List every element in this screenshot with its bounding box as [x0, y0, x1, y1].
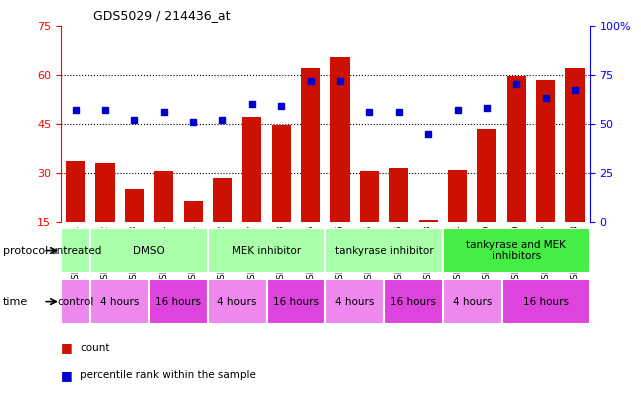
Bar: [448, 170, 467, 222]
Text: GSM1340523: GSM1340523: [130, 224, 139, 285]
Bar: [183, 201, 203, 222]
Text: GSM1340521: GSM1340521: [71, 224, 80, 285]
Bar: [443, 228, 590, 273]
Text: control: control: [58, 297, 94, 307]
Text: tankyrase and MEK
inhibitors: tankyrase and MEK inhibitors: [467, 240, 566, 261]
Text: GSM1340536: GSM1340536: [335, 224, 344, 285]
Text: GSM1340527: GSM1340527: [247, 224, 256, 285]
Bar: [208, 279, 267, 324]
Bar: [443, 279, 501, 324]
Text: 4 hours: 4 hours: [453, 297, 492, 307]
Text: percentile rank within the sample: percentile rank within the sample: [80, 370, 256, 380]
Text: GSM1340529: GSM1340529: [483, 224, 492, 285]
Bar: [301, 68, 320, 222]
Text: 16 hours: 16 hours: [273, 297, 319, 307]
Bar: [61, 279, 90, 324]
Bar: [331, 57, 349, 222]
Text: GSM1340525: GSM1340525: [365, 224, 374, 285]
Bar: [389, 168, 408, 222]
Text: untreated: untreated: [50, 246, 101, 255]
Bar: [208, 228, 326, 273]
Text: GSM1340534: GSM1340534: [453, 224, 462, 285]
Text: DMSO: DMSO: [133, 246, 165, 255]
Text: GSM1340526: GSM1340526: [394, 224, 403, 285]
Text: GDS5029 / 214436_at: GDS5029 / 214436_at: [93, 9, 231, 22]
Text: GSM1340524: GSM1340524: [159, 224, 168, 285]
Bar: [419, 220, 438, 222]
Text: count: count: [80, 343, 110, 353]
Bar: [501, 279, 590, 324]
Text: ■: ■: [61, 369, 72, 382]
Text: GSM1340528: GSM1340528: [277, 224, 286, 285]
Text: GSM1340533: GSM1340533: [424, 224, 433, 285]
Bar: [267, 279, 325, 324]
Bar: [213, 178, 232, 222]
Bar: [90, 279, 149, 324]
Bar: [360, 171, 379, 222]
Text: MEK inhibitor: MEK inhibitor: [232, 246, 301, 255]
Bar: [565, 68, 585, 222]
Text: 16 hours: 16 hours: [390, 297, 437, 307]
Bar: [90, 228, 208, 273]
Bar: [125, 189, 144, 222]
Bar: [384, 279, 443, 324]
Bar: [325, 279, 384, 324]
Text: 16 hours: 16 hours: [522, 297, 569, 307]
Text: GSM1340530: GSM1340530: [512, 224, 520, 285]
Text: GSM1340535: GSM1340535: [306, 224, 315, 285]
Bar: [66, 162, 85, 222]
Bar: [507, 76, 526, 222]
Text: 4 hours: 4 hours: [335, 297, 374, 307]
Bar: [61, 228, 90, 273]
Text: GSM1340522: GSM1340522: [101, 224, 110, 285]
Bar: [96, 163, 115, 222]
Text: GSM1340531: GSM1340531: [188, 224, 197, 285]
Bar: [325, 228, 443, 273]
Bar: [149, 279, 208, 324]
Bar: [154, 171, 173, 222]
Text: 4 hours: 4 hours: [217, 297, 257, 307]
Text: GSM1340532: GSM1340532: [218, 224, 227, 285]
Bar: [242, 117, 262, 222]
Text: GSM1340537: GSM1340537: [541, 224, 550, 285]
Bar: [272, 125, 291, 222]
Text: 4 hours: 4 hours: [100, 297, 139, 307]
Bar: [536, 79, 555, 222]
Text: protocol: protocol: [3, 246, 49, 255]
Text: 16 hours: 16 hours: [155, 297, 201, 307]
Text: time: time: [3, 297, 28, 307]
Text: GSM1340538: GSM1340538: [570, 224, 579, 285]
Bar: [478, 129, 496, 222]
Text: ■: ■: [61, 341, 72, 354]
Text: tankyrase inhibitor: tankyrase inhibitor: [335, 246, 433, 255]
